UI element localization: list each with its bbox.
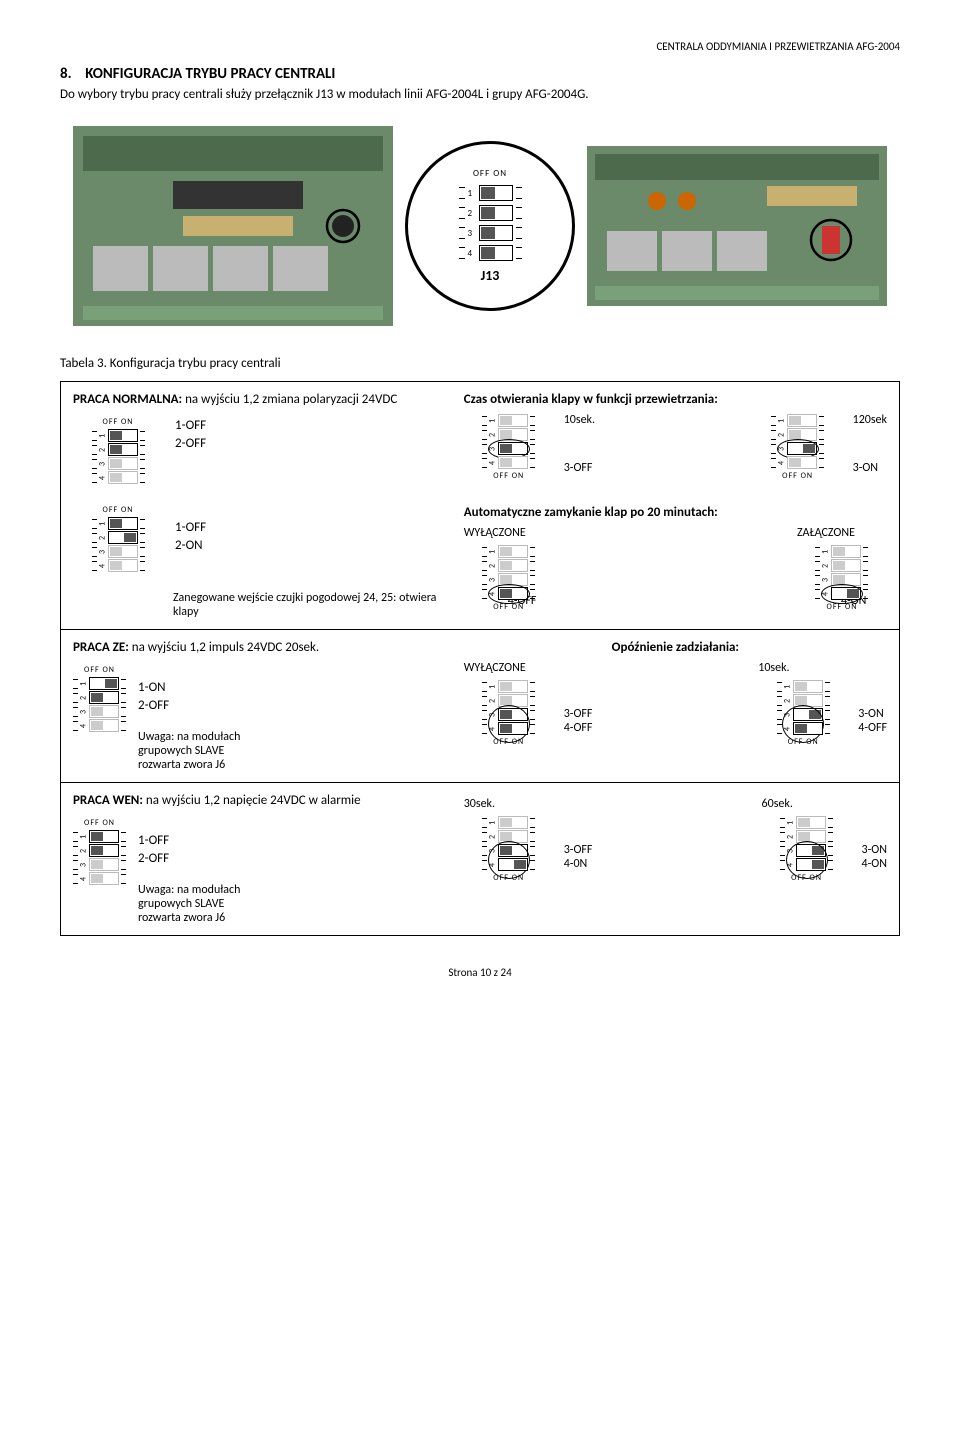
ze-10s: 10sek.	[758, 661, 789, 675]
ze-wylaczone: WYŁĄCZONE	[464, 661, 526, 675]
ze-settings: 1-ON 2-OFF	[138, 679, 261, 714]
wen-3on4on: 3-ON 4-ON	[862, 843, 887, 871]
sensor-desc: Zanegowane wejście czujki pogodowej 24, …	[173, 591, 464, 619]
section-title-text: KONFIGURACJA TRYBU PRACY CENTRALI	[85, 65, 335, 83]
wen-30s: 30sek.	[464, 797, 495, 811]
normalna-3off: 3-OFF	[564, 461, 593, 475]
dip-wen-30s: 1 2 3 4 OFF ON	[464, 815, 554, 883]
ze-note: Uwaga: na modułach grupowych SLAVE rozwa…	[138, 730, 261, 772]
praca-normalna-right-title: Czas otwierania klapy w funkcji przewiet…	[464, 392, 887, 407]
wen-60s: 60sek.	[762, 797, 793, 811]
dip-normalna-10s: 1 2 3 4 OFF ON	[464, 413, 554, 481]
wen-3off4on: 3-OFF 4-0N	[564, 843, 593, 871]
praca-ze-sub: na wyjściu 1,2 impuls 24VDC 20sek.	[132, 640, 319, 655]
wen-note: Uwaga: na modułach grupowych SLAVE rozwa…	[138, 883, 261, 925]
wen-settings: 1-OFF 2-OFF	[138, 832, 261, 867]
ze-3off4off: 3-OFF 4-OFF	[564, 707, 593, 735]
ze-right-title: Opóźnienie zadziałania:	[464, 640, 887, 655]
block-praca-ze: PRACA ZE: na wyjściu 1,2 impuls 24VDC 20…	[60, 630, 900, 783]
dip-wen-left: OFF ON 1 2 3 4	[73, 818, 126, 886]
auto-zalaczone: ZAŁĄCZONE	[797, 526, 855, 540]
section-heading: 8. KONFIGURACJA TRYBU PRACY CENTRALI	[60, 65, 900, 83]
ze-3on4off: 3-ON 4-OFF	[858, 707, 887, 735]
section-number: 8.	[60, 65, 72, 83]
doc-header-right: CENTRALA ODDYMIANIA I PRZEWIETRZANIA AFG…	[60, 40, 900, 53]
praca-normalna-title: PRACA NORMALNA:	[73, 392, 182, 407]
block-praca-normalna: PRACA NORMALNA: na wyjściu 1,2 zmiana po…	[60, 381, 900, 630]
dip-normalna-left: OFF ON 1 2 3 4	[73, 417, 163, 485]
pcb-right-image	[587, 146, 887, 306]
praca-normalna-settings: 1-OFF 2-OFF	[175, 417, 206, 452]
dip-normalna-120s: 1 2 3 4 OFF ON	[753, 413, 843, 481]
hero-diagram: OFF ON 1 2 3 4 J13	[60, 126, 900, 326]
dip-ze-10s: 1 2 3 4 OFF ON	[758, 679, 848, 747]
dip-ze-left: OFF ON 1 2 3 4	[73, 665, 126, 733]
dip-auto-left: OFF ON 1 2 3 4	[73, 505, 163, 573]
dip-wen-60s: 1 2 3 4 OFF ON	[762, 815, 852, 883]
j13-off-on: OFF ON	[473, 168, 507, 179]
block-praca-wen: PRACA WEN: na wyjściu 1,2 napięcie 24VDC…	[60, 783, 900, 936]
pcb-left-image	[73, 126, 393, 326]
section-intro: Do wybory trybu pracy centrali służy prz…	[60, 87, 900, 102]
normalna-3on: 3-ON	[853, 461, 878, 475]
praca-ze-title: PRACA ZE:	[73, 640, 129, 655]
auto-wylaczone: WYŁĄCZONE	[464, 526, 526, 540]
j13-label: J13	[481, 267, 500, 284]
praca-wen-sub: na wyjściu 1,2 napięcie 24VDC w alarmie	[146, 793, 361, 808]
table-caption: Tabela 3. Konfiguracja trybu pracy centr…	[60, 356, 900, 371]
praca-wen-title: PRACA WEN:	[73, 793, 143, 808]
normalna-120s-label: 120sek	[853, 413, 887, 427]
praca-normalna-sub: na wyjściu 1,2 zmiana polaryzacji 24VDC	[185, 392, 397, 407]
auto-close-title: Automatyczne zamykanie klap po 20 minuta…	[464, 505, 887, 520]
normalna-10s-label: 10sek.	[564, 413, 595, 427]
j13-zoom-circle: OFF ON 1 2 3 4 J13	[405, 141, 575, 311]
page-footer: Strona 10 z 24	[60, 966, 900, 979]
dip-ze-off: 1 2 3 4 OFF ON	[464, 679, 554, 747]
auto-left-settings: 1-OFF 2-ON	[175, 519, 206, 554]
